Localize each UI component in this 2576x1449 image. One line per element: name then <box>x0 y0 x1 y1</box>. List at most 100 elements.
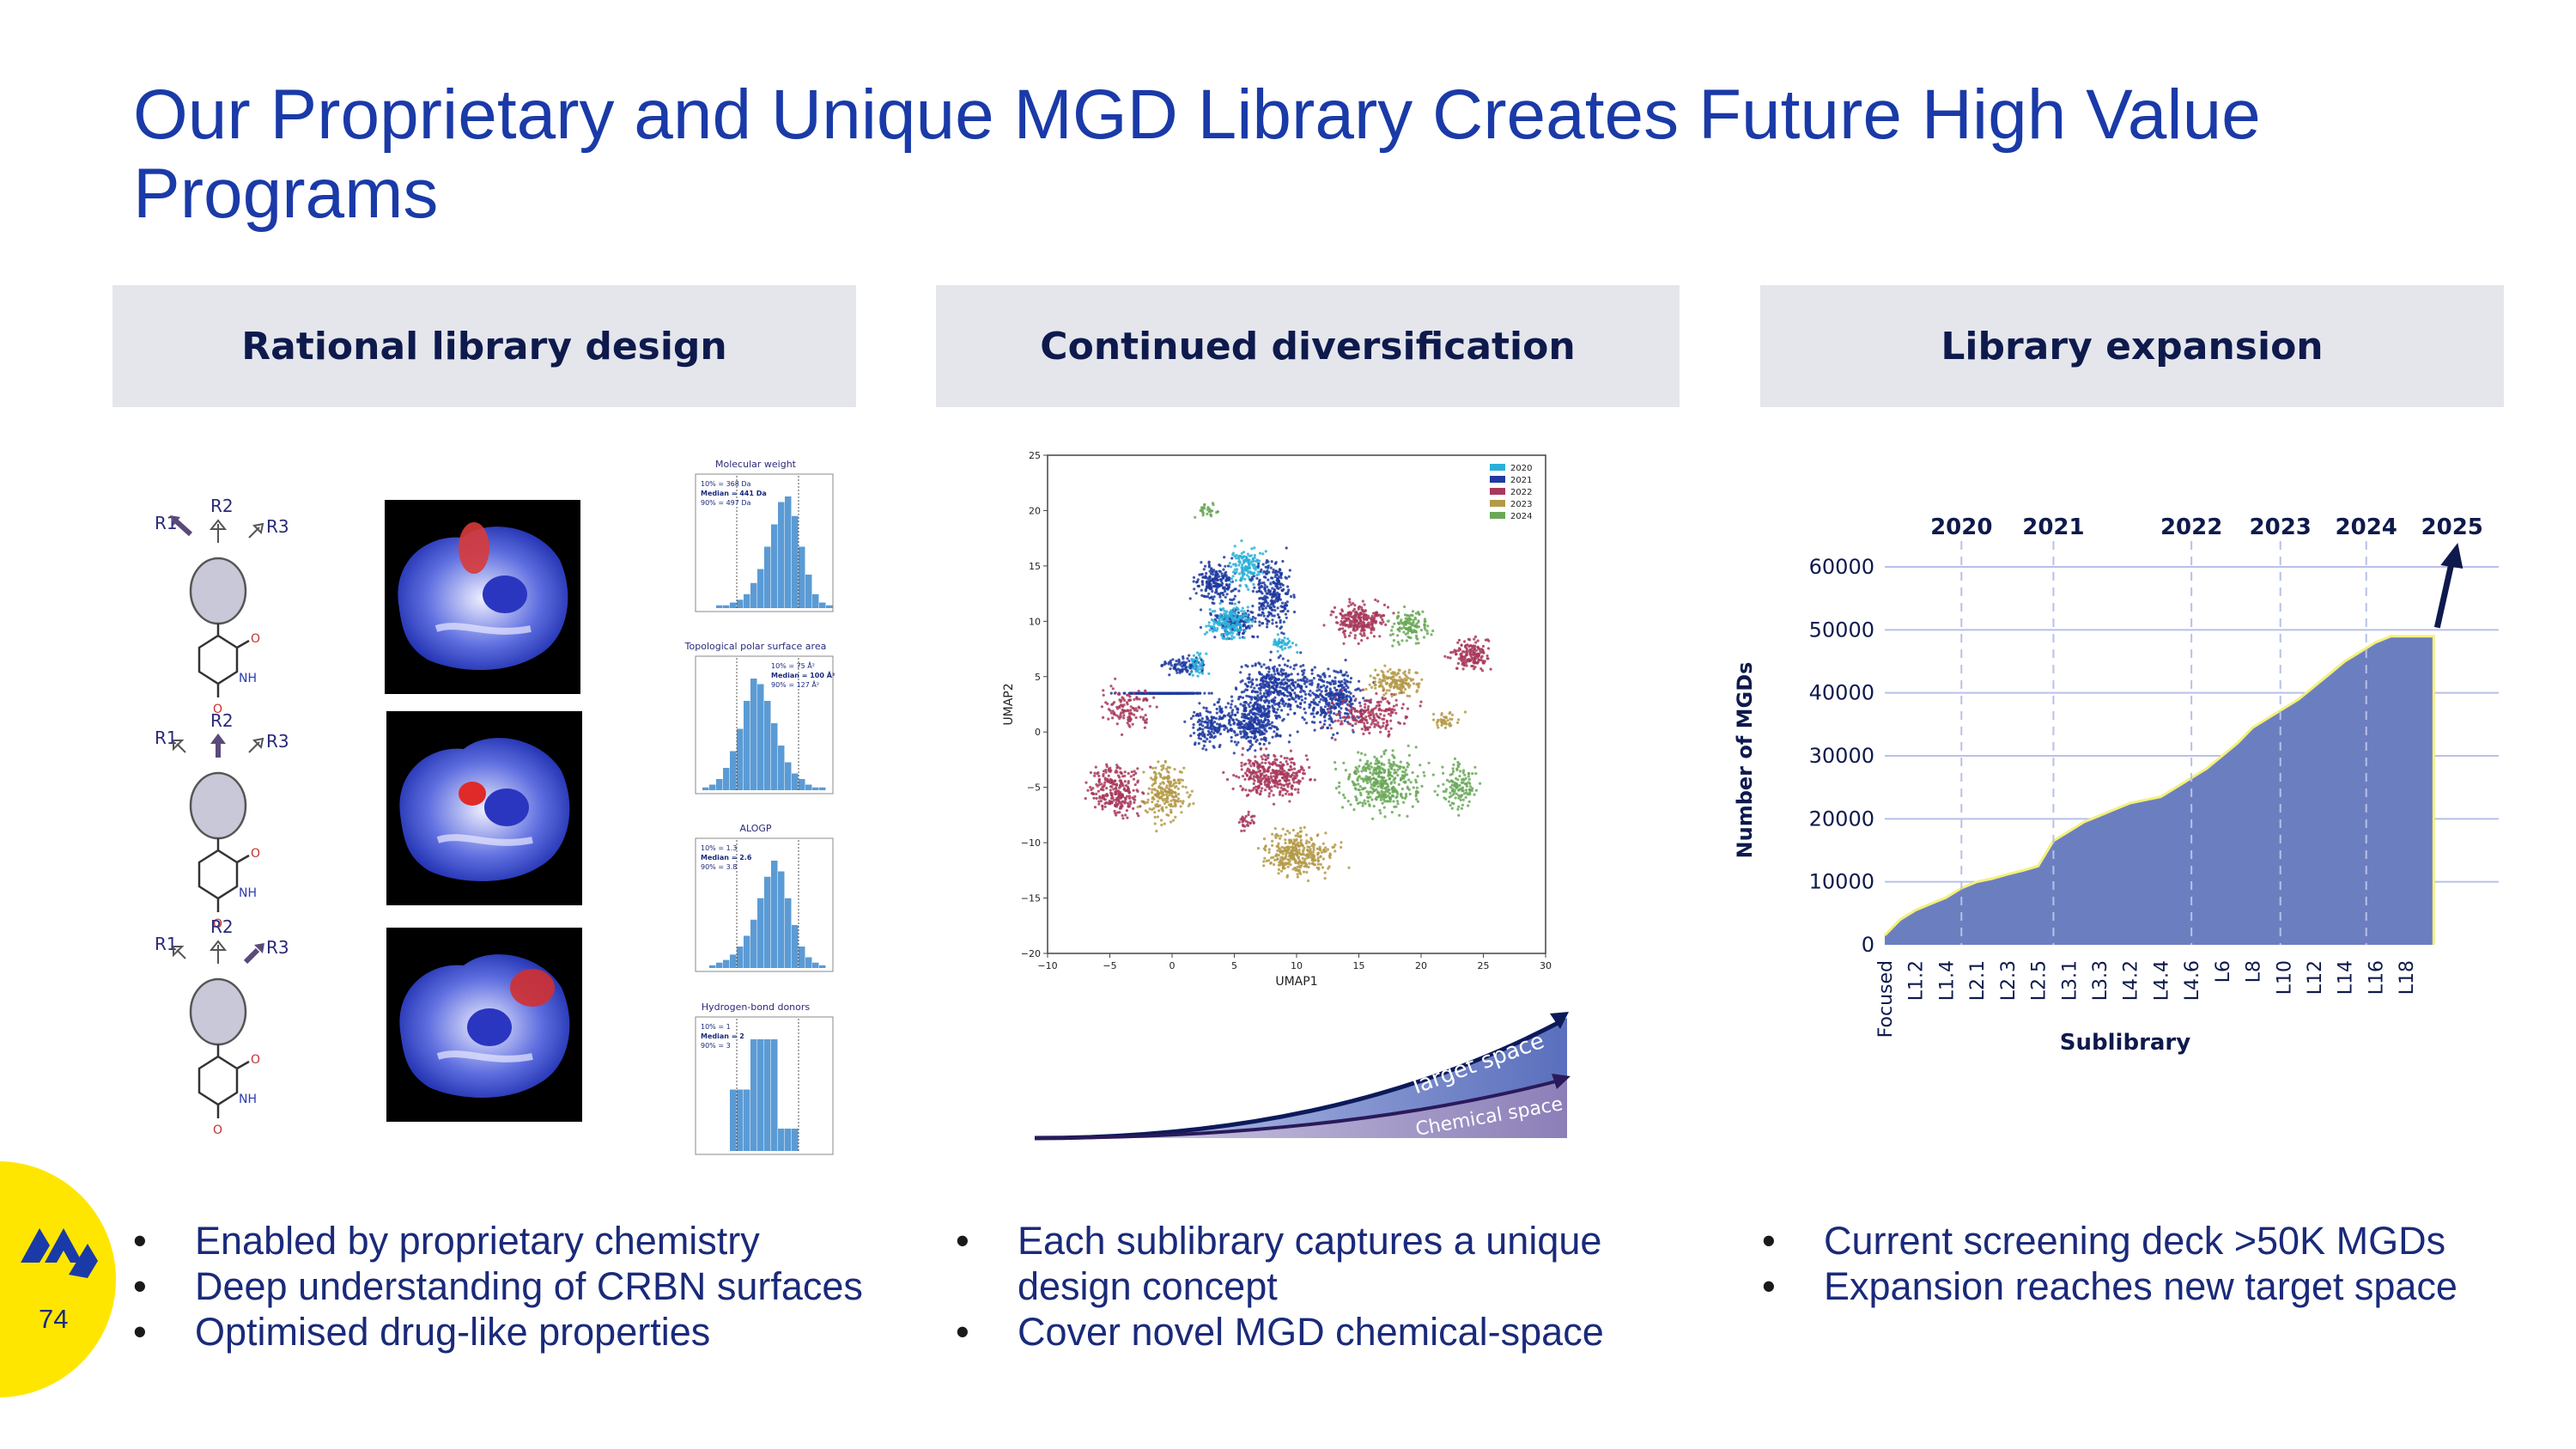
umap-point <box>1374 686 1377 690</box>
umap-point <box>1289 764 1292 768</box>
umap-point <box>1364 715 1368 719</box>
umap-point <box>1232 636 1236 639</box>
umap-point <box>1202 706 1206 709</box>
umap-point <box>1251 557 1255 561</box>
umap-point <box>1245 574 1249 577</box>
umap-point <box>1234 705 1237 709</box>
histogram-bar <box>757 898 764 968</box>
umap-point <box>1340 841 1343 844</box>
umap-point <box>1160 768 1163 771</box>
umap-point <box>1303 711 1307 715</box>
umap-point <box>1285 673 1288 677</box>
umap-point <box>1164 806 1168 809</box>
umap-point <box>1258 733 1262 736</box>
umap-point <box>1165 795 1169 799</box>
umap-point <box>1213 575 1217 579</box>
umap-point <box>1288 684 1291 687</box>
umap-point <box>1407 671 1411 674</box>
umap-point <box>1279 764 1282 768</box>
umap-point <box>1406 761 1409 764</box>
umap-point <box>1328 681 1332 685</box>
umap-point <box>1281 794 1285 797</box>
umap-point <box>1239 671 1242 674</box>
umap-point <box>1093 806 1097 809</box>
umap-point <box>1292 610 1297 614</box>
umap-point <box>1214 591 1218 594</box>
umap-point <box>1299 679 1303 682</box>
umap-point <box>1262 742 1266 746</box>
umap-point <box>1416 775 1419 778</box>
umap-point <box>1338 781 1341 784</box>
umap-point <box>1381 801 1384 805</box>
umap-point <box>1272 594 1275 599</box>
umap-point <box>1178 781 1182 784</box>
umap-point <box>1252 782 1255 785</box>
umap-point <box>1267 578 1270 581</box>
arrow-r2-icon <box>209 519 228 543</box>
umap-point <box>1391 790 1394 794</box>
umap-point <box>1406 773 1409 776</box>
umap-point <box>1347 625 1351 629</box>
histogram-bar <box>764 876 771 968</box>
umap-point <box>1299 830 1303 833</box>
umap-point <box>1282 678 1286 681</box>
histogram-bar <box>723 605 730 608</box>
umap-point <box>1362 780 1365 783</box>
umap-point <box>1366 636 1370 640</box>
umap-point <box>1162 799 1165 802</box>
umap-point <box>1218 563 1222 568</box>
umap-point <box>1276 606 1279 610</box>
umap-point <box>1199 719 1202 722</box>
umap-point <box>1373 716 1376 720</box>
umap-point <box>1413 616 1417 619</box>
oxygen-label: O <box>251 1053 260 1067</box>
umap-point <box>1279 586 1282 589</box>
umap-point <box>1330 718 1334 721</box>
umap-point <box>1371 776 1376 780</box>
umap-point <box>1303 772 1306 776</box>
umap-point <box>1391 753 1394 757</box>
umap-point <box>1179 800 1182 803</box>
umap-point <box>1203 691 1206 695</box>
umap-point <box>1242 763 1246 766</box>
umap-point <box>1316 833 1320 837</box>
umap-point <box>1354 772 1358 776</box>
umap-point <box>1404 768 1407 771</box>
umap-point <box>1411 610 1415 613</box>
umap-point <box>1387 730 1390 734</box>
umap-point <box>1230 557 1234 560</box>
umap-point <box>1393 622 1396 625</box>
umap-point <box>1147 787 1151 790</box>
umap-point <box>1151 791 1154 795</box>
umap-point <box>1339 627 1342 630</box>
umap-point <box>1127 780 1130 783</box>
umap-point <box>1160 823 1163 827</box>
histogram-bar <box>737 1089 744 1151</box>
umap-point <box>1368 731 1371 735</box>
histogram-bar <box>805 957 812 968</box>
umap-point <box>1239 703 1242 706</box>
umap-point <box>1235 621 1238 624</box>
umap-point <box>1282 857 1285 861</box>
umap-point <box>1341 806 1345 809</box>
umap-point <box>1382 750 1386 753</box>
umap-point <box>1240 764 1243 768</box>
umap-point <box>1253 553 1256 557</box>
umap-point <box>1276 613 1279 617</box>
umap-point <box>1254 727 1257 730</box>
umap-point <box>1306 845 1309 849</box>
umap-point <box>1173 667 1176 670</box>
umap-point <box>1318 700 1321 703</box>
umap-point <box>1287 793 1291 796</box>
umap-point <box>1145 811 1149 814</box>
umap-point <box>1260 714 1263 717</box>
umap-point <box>1242 636 1246 640</box>
umap-point <box>1302 849 1305 852</box>
umap-point <box>1350 603 1353 606</box>
umap-point <box>1293 788 1297 791</box>
umap-point <box>1240 768 1243 771</box>
umap-point <box>1364 709 1367 713</box>
umap-point <box>1364 719 1368 722</box>
umap-point <box>1241 726 1245 729</box>
umap-point <box>1378 635 1382 638</box>
